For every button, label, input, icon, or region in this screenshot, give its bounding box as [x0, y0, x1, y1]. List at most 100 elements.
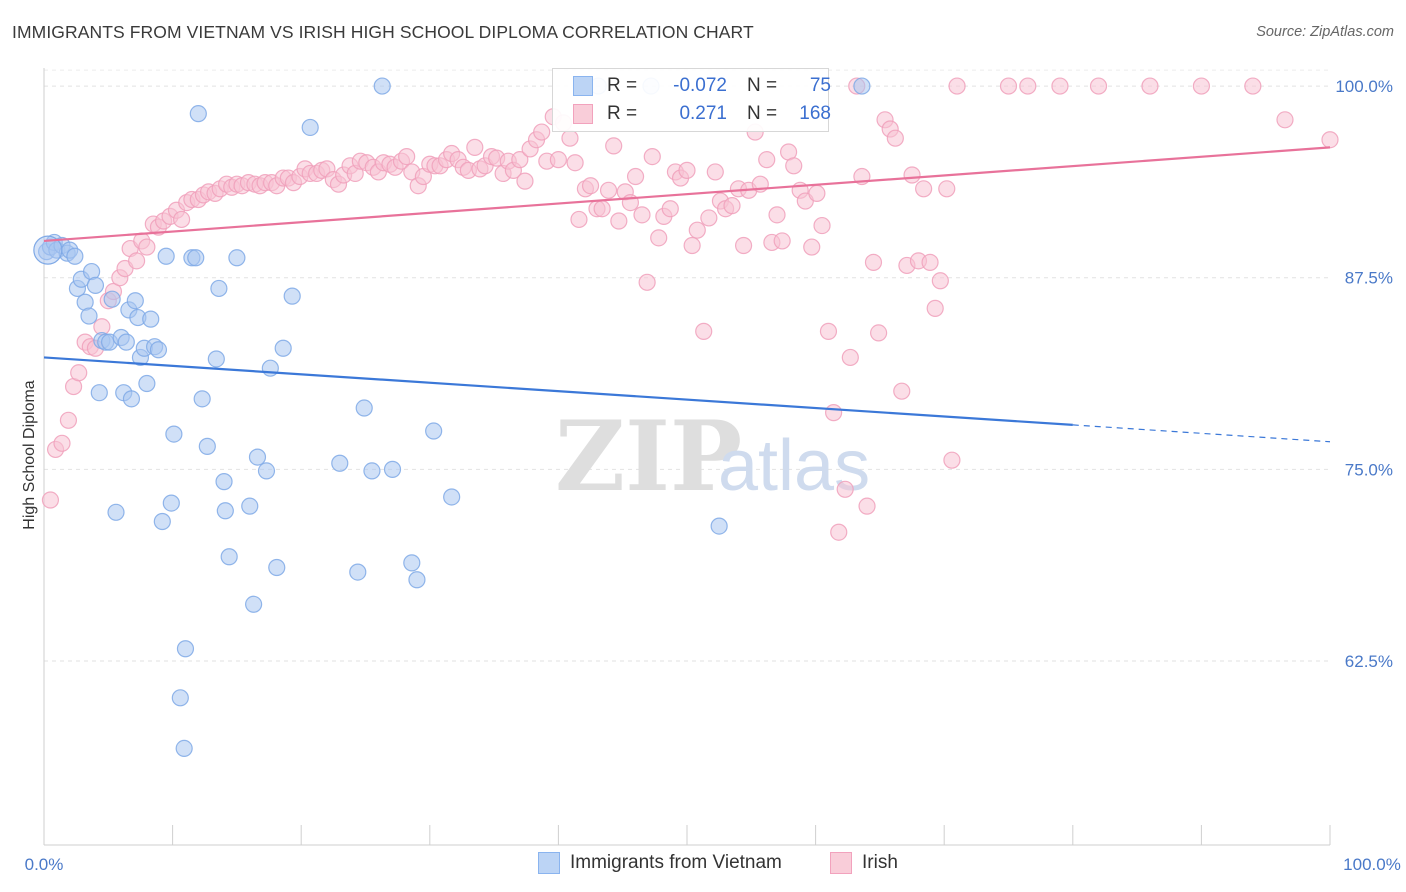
x-tick-label: 100.0%	[1343, 855, 1401, 874]
y-tick-label: 100.0%	[1335, 77, 1393, 96]
irish-point	[903, 166, 921, 184]
vietnam-point	[138, 374, 156, 393]
irish-point	[915, 180, 933, 198]
y-tick-labels: 100.0% 87.5% 75.0% 62.5%	[1335, 77, 1393, 671]
irish-point	[841, 348, 859, 367]
vietnam-point	[198, 437, 216, 455]
irish-point	[688, 221, 706, 239]
legend-item-vietnam: Immigrants from Vietnam	[538, 852, 782, 874]
vietnam-point	[171, 689, 189, 707]
irish-point	[758, 151, 776, 169]
vietnam-point	[349, 563, 367, 581]
irish-point	[1051, 77, 1069, 95]
vietnam-points	[33, 77, 871, 758]
vietnam-point	[853, 77, 871, 95]
irish-point	[803, 238, 821, 256]
vietnam-point	[187, 249, 205, 267]
irish-point	[785, 157, 803, 175]
vietnam-point	[207, 350, 225, 368]
irish-point	[127, 252, 146, 270]
irish-point	[706, 163, 724, 181]
axes	[43, 68, 1331, 846]
legend-row-vietnam: R = -0.072 N = 75	[573, 73, 831, 99]
irish-point	[1192, 77, 1211, 95]
vietnam-point	[117, 333, 135, 351]
vietnam-point	[86, 276, 105, 294]
vietnam-point	[220, 548, 238, 566]
vietnam-point	[216, 502, 234, 520]
vietnam-point	[149, 341, 168, 359]
vietnam-point	[363, 462, 381, 480]
irish-point	[466, 138, 484, 156]
vietnam-point	[383, 460, 402, 478]
vietnam-point	[107, 503, 125, 521]
irish-point	[773, 232, 791, 250]
watermark-zip: ZIP	[555, 400, 742, 513]
legend-n-label: N =	[747, 75, 778, 96]
chart-title: IMMIGRANTS FROM VIETNAM VS IRISH HIGH SC…	[12, 22, 754, 42]
irish-point	[650, 229, 668, 247]
irish-point	[1141, 77, 1159, 95]
correlation-legend: R = -0.072 N = 75 R = 0.271 N = 168	[552, 68, 831, 132]
watermark: ZIP atlas	[555, 400, 870, 513]
legend-n-value: 168	[799, 103, 831, 124]
legend-label-vietnam: Immigrants from Vietnam	[570, 852, 782, 873]
irish-point	[931, 272, 949, 290]
vietnam-point	[248, 448, 267, 466]
irish-point	[695, 322, 713, 340]
irish-point	[830, 523, 848, 541]
irish-point	[516, 172, 534, 190]
vietnam-point	[241, 497, 259, 515]
legend-item-irish: Irish	[830, 852, 898, 874]
irish-point	[566, 154, 584, 172]
vietnam-point	[443, 488, 461, 506]
y-axis-label: High School Diploma	[21, 380, 38, 530]
legend-r-value: 0.271	[679, 103, 727, 124]
vietnam-point	[710, 517, 728, 535]
vietnam-point	[126, 292, 144, 310]
vietnam-point	[283, 287, 301, 305]
vietnam-point	[331, 454, 349, 472]
vietnam-point	[175, 739, 193, 758]
irish-point	[593, 200, 611, 218]
irish-point	[633, 206, 651, 224]
irish-point	[813, 216, 831, 235]
vietnam-trend-line	[43, 356, 1073, 426]
irish-point	[1019, 77, 1037, 95]
y-tick-label: 75.0%	[1345, 460, 1393, 479]
vietnam-point	[66, 247, 84, 265]
vietnam-point	[210, 279, 228, 298]
irish-point	[638, 273, 656, 291]
irish-point	[683, 236, 701, 255]
irish-point	[533, 123, 551, 141]
irish-point	[626, 167, 645, 186]
irish-point	[661, 200, 679, 218]
irish-point	[599, 181, 618, 199]
vietnam-point	[189, 105, 207, 123]
irish-point	[610, 212, 628, 230]
irish-point	[643, 147, 661, 166]
legend-n-value: 75	[809, 75, 831, 96]
legend-swatch-vietnam	[573, 76, 593, 96]
irish-point	[549, 151, 568, 169]
irish-point	[70, 364, 88, 382]
irish-point	[581, 177, 600, 195]
vietnam-point	[274, 339, 292, 357]
vietnam-point	[90, 384, 108, 402]
irish-point	[864, 253, 883, 271]
vietnam-point	[301, 118, 319, 137]
x-tick-labels: 0.0% 100.0%	[25, 855, 1401, 874]
irish-point	[858, 497, 876, 515]
vietnam-point	[122, 390, 141, 408]
irish-point	[570, 210, 588, 229]
vietnam-point	[257, 462, 276, 480]
vietnam-point	[245, 595, 263, 613]
vietnam-point	[193, 390, 211, 408]
irish-point	[836, 480, 854, 498]
vietnam-point	[142, 310, 160, 328]
irish-point	[938, 180, 956, 198]
irish-point	[999, 77, 1018, 95]
vietnam-point	[268, 558, 286, 577]
vietnam-point	[403, 554, 421, 572]
legend-swatch-irish	[830, 852, 852, 874]
